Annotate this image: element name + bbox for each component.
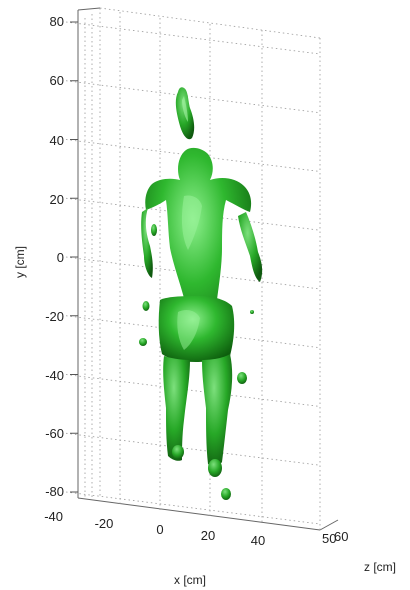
- z-tick-labels: -40 50 60: [44, 509, 348, 546]
- x-tick-label: 0: [156, 522, 163, 537]
- isosurface-highlight: [182, 96, 188, 122]
- z-tick-label: -40: [44, 509, 63, 524]
- x-axis-label: x [cm]: [174, 573, 206, 587]
- y-tick-label: -60: [45, 426, 64, 441]
- x-tick-label: -20: [95, 516, 114, 531]
- y-tick-label: 60: [50, 73, 64, 88]
- isosurface-right-leg: [202, 354, 233, 467]
- isosurface-left-arm: [141, 208, 153, 278]
- z-axis-line: [319, 519, 339, 531]
- isosurface-highlight: [177, 310, 200, 350]
- isosurface-highlight: [181, 195, 202, 250]
- y-grid-line: [65, 374, 321, 407]
- isosurface-foot-fragment: [221, 488, 231, 500]
- z-tick-label: 60: [334, 529, 348, 544]
- isosurface-foot-fragment: [208, 459, 222, 477]
- back-top-edge: [99, 7, 321, 39]
- x-tick-label: 40: [251, 533, 265, 548]
- y-tick-label: 0: [57, 250, 64, 265]
- isosurface-fragment: [142, 301, 150, 311]
- isosurface-right-arm: [238, 212, 263, 282]
- y-gridlines: [65, 21, 321, 525]
- y-tick-labels: 80 60 40 20 0 -20 -40 -60 -80: [45, 14, 64, 499]
- y-tick-label: -20: [45, 309, 64, 324]
- x-axis-line: [77, 497, 321, 531]
- x-tick-label: 20: [201, 528, 215, 543]
- isosurface-foot-fragment: [172, 445, 184, 459]
- isosurface-fragment: [237, 372, 247, 384]
- z-axis-label: z [cm]: [364, 560, 396, 574]
- plot-box: [77, 7, 339, 531]
- y-tick-label: 40: [50, 133, 64, 148]
- isosurface-torso: [145, 147, 252, 352]
- isosurface-left-leg: [163, 356, 190, 461]
- isosurface-human-figure: [139, 87, 263, 500]
- isosurface-fragment: [139, 338, 147, 346]
- z-tick-label: 50: [322, 531, 336, 546]
- y-tick-label: -80: [45, 484, 64, 499]
- y-grid-line: [65, 432, 321, 466]
- isosurface-fragment: [151, 224, 157, 236]
- y-grid-line: [65, 80, 321, 114]
- y-tick-label: 20: [50, 192, 64, 207]
- y-tick-label: -40: [45, 368, 64, 383]
- top-box-edge: [77, 7, 101, 11]
- x-tick-labels: -20 0 20 40: [95, 516, 266, 548]
- y-grid-line: [65, 21, 321, 55]
- y-axis-label: y [cm]: [13, 246, 27, 278]
- y-tick-label: 80: [50, 14, 64, 29]
- isosurface-fragment: [250, 310, 254, 314]
